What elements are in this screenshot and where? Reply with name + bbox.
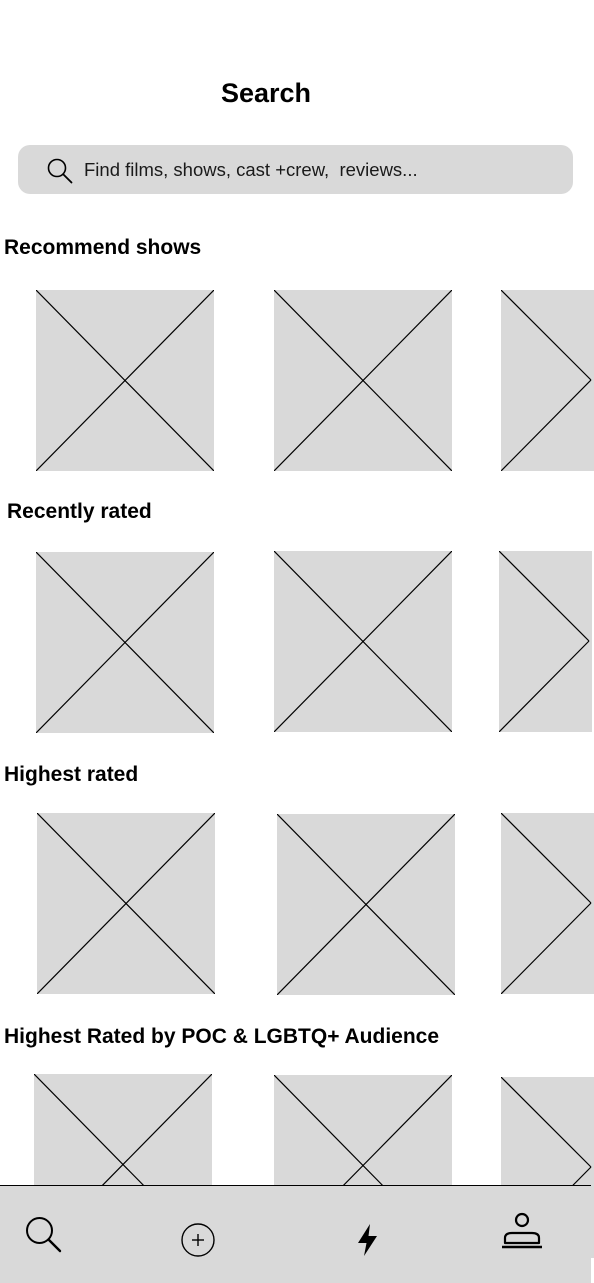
bottom-nav: [0, 1185, 591, 1283]
show-thumbnail[interactable]: [277, 814, 455, 995]
search-input[interactable]: [84, 145, 554, 194]
show-thumbnail[interactable]: [36, 552, 214, 733]
show-thumbnail[interactable]: [36, 290, 214, 471]
search-icon: [47, 158, 73, 184]
nav-search-icon[interactable]: [24, 1215, 64, 1255]
page-title: Search: [220, 78, 312, 108]
show-thumbnail[interactable]: [501, 290, 594, 471]
section-title-poc-lgbtq-audience: Highest Rated by POC & LGBTQ+ Audience: [4, 1025, 440, 1048]
show-thumbnail[interactable]: [37, 813, 215, 994]
section-title-recommend-shows: Recommend shows: [4, 236, 202, 259]
search-bar[interactable]: [18, 145, 573, 194]
nav-lightning-icon[interactable]: [356, 1223, 380, 1257]
section-title-highest-rated: Highest rated: [4, 763, 139, 786]
section-title-recently-rated: Recently rated: [7, 500, 152, 523]
nav-profile-icon[interactable]: [501, 1211, 543, 1253]
show-thumbnail[interactable]: [274, 551, 452, 732]
show-thumbnail[interactable]: [501, 813, 594, 994]
nav-add-icon[interactable]: [180, 1222, 216, 1258]
show-thumbnail[interactable]: [499, 551, 592, 732]
show-thumbnail[interactable]: [274, 290, 452, 471]
